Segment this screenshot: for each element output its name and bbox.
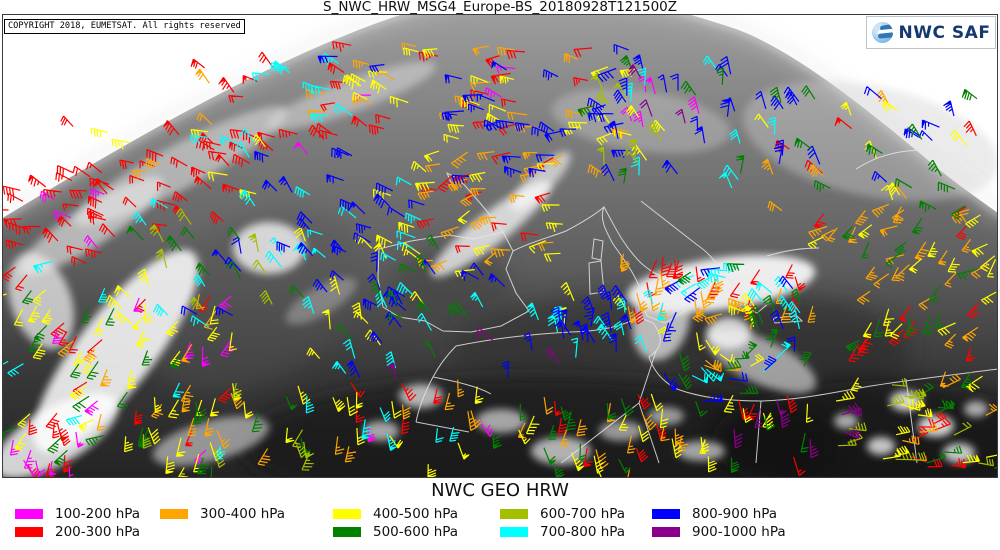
- legend-swatch: [15, 509, 43, 519]
- legend-swatch: [652, 509, 680, 519]
- legend-label: 300-400 hPa: [200, 506, 286, 522]
- page-title: S_NWC_HRW_MSG4_Europe-BS_20180928T121500…: [323, 0, 677, 15]
- legend-label: 900-1000 hPa: [692, 524, 786, 540]
- wind-barbs-layer: [3, 41, 997, 477]
- legend-item: 700-800 hPa: [500, 524, 626, 540]
- legend-swatch: [333, 509, 361, 519]
- globe-icon: [871, 22, 893, 43]
- copyright-text: COPYRIGHT 2018, EUMETSAT. All rights res…: [8, 21, 241, 31]
- legend-item: 500-600 hPa: [333, 524, 459, 540]
- copyright-box: COPYRIGHT 2018, EUMETSAT. All rights res…: [4, 19, 245, 34]
- legend-label: 800-900 hPa: [692, 506, 778, 522]
- legend-swatch: [333, 527, 361, 537]
- satellite-map: COPYRIGHT 2018, EUMETSAT. All rights res…: [2, 14, 998, 478]
- legend-swatch: [160, 509, 188, 519]
- legend-label: 700-800 hPa: [540, 524, 626, 540]
- legend-label: 100-200 hPa: [55, 506, 141, 522]
- legend: NWC GEO HRW 100-200 hPa 200-300 hPa 300-40…: [0, 478, 1000, 550]
- legend-label: 600-700 hPa: [540, 506, 626, 522]
- legend-item: 200-300 hPa: [15, 524, 141, 540]
- legend-label: 200-300 hPa: [55, 524, 141, 540]
- legend-item: 900-1000 hPa: [652, 524, 786, 540]
- legend-label: 500-600 hPa: [373, 524, 459, 540]
- legend-item: 600-700 hPa: [500, 506, 626, 522]
- legend-swatch: [15, 527, 43, 537]
- legend-item: 800-900 hPa: [652, 506, 778, 522]
- legend-swatch: [652, 527, 680, 537]
- legend-swatch: [500, 527, 528, 537]
- legend-item: 100-200 hPa: [15, 506, 141, 522]
- legend-label: 400-500 hPa: [373, 506, 459, 522]
- nwcsaf-logo-text: NWC SAF: [898, 22, 991, 43]
- legend-swatch: [500, 509, 528, 519]
- nwcsaf-logo: NWC SAF: [866, 16, 996, 49]
- legend-title: NWC GEO HRW: [431, 480, 569, 501]
- legend-item: 300-400 hPa: [160, 506, 286, 522]
- legend-item: 400-500 hPa: [333, 506, 459, 522]
